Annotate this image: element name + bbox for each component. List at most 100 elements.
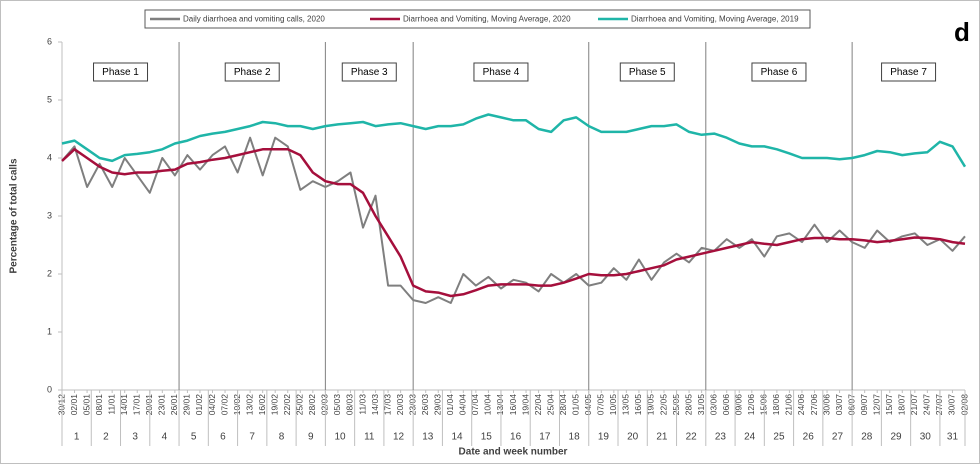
week-label: 12	[393, 432, 405, 443]
x-tick-label: 29/01	[182, 394, 192, 416]
x-tick-label: 22/04	[533, 394, 543, 416]
phase-label: Phase 1	[102, 67, 139, 78]
week-label: 5	[191, 432, 197, 443]
y-tick-label: 4	[47, 152, 52, 162]
x-tick-label: 25/04	[545, 394, 555, 416]
week-label: 2	[103, 432, 109, 443]
y-tick-label: 3	[47, 210, 52, 220]
x-tick-label: 24/07	[922, 394, 932, 416]
x-tick-label: 07/04	[470, 394, 480, 416]
series-line	[61, 148, 966, 298]
week-label: 13	[422, 432, 434, 443]
week-label: 29	[890, 432, 902, 443]
x-tick-label: 23/01	[157, 394, 167, 416]
x-tick-label: 14/03	[370, 394, 380, 416]
x-tick-label: 13/04	[495, 394, 505, 416]
x-tick-label: 01/04	[445, 394, 455, 416]
x-tick-label: 16/05	[633, 394, 643, 416]
legend-label: Diarrhoea and Vomiting, Moving Average, …	[631, 15, 799, 24]
phase-label: Phase 6	[761, 67, 798, 78]
x-tick-label: 26/01	[169, 394, 179, 416]
week-label: 25	[773, 432, 785, 443]
week-label: 6	[220, 432, 226, 443]
x-tick-label: 09/06	[734, 394, 744, 416]
x-tick-label: 01/05	[570, 394, 580, 416]
x-tick-label: 23/03	[407, 394, 417, 416]
x-tick-label: 22/05	[658, 394, 668, 416]
phase-box	[619, 62, 675, 82]
x-tick-label: 09/07	[859, 394, 869, 416]
legend-box	[144, 9, 811, 29]
week-label: 28	[861, 432, 873, 443]
week-label: 21	[656, 432, 668, 443]
week-label: 18	[569, 432, 581, 443]
x-tick-label: 04/05	[583, 394, 593, 416]
phase-label: Phase 4	[483, 67, 520, 78]
week-label: 15	[481, 432, 493, 443]
x-tick-label: 30/12	[56, 394, 66, 416]
x-tick-label: 20/03	[395, 394, 405, 416]
x-tick-label: 16/02	[257, 394, 267, 416]
week-label: 20	[627, 432, 639, 443]
x-tick-label: 14/01	[119, 394, 129, 416]
x-tick-label: 11/03	[357, 394, 367, 415]
x-tick-label: 15/06	[759, 394, 769, 416]
phase-label: Phase 3	[351, 67, 388, 78]
x-tick-label: 01/02	[194, 394, 204, 416]
x-tick-label: 29/03	[433, 394, 443, 416]
x-tick-label: 18/06	[771, 394, 781, 416]
week-label: 10	[334, 432, 346, 443]
week-label: 17	[539, 432, 551, 443]
x-tick-label: 26/03	[420, 394, 430, 416]
x-tick-label: 02/01	[69, 394, 79, 416]
x-tick-label: 10/05	[608, 394, 618, 416]
x-tick-label: 03/07	[834, 394, 844, 416]
phase-box	[224, 62, 280, 82]
series-line	[61, 136, 966, 304]
x-tick-label: 16/04	[508, 394, 518, 416]
x-tick-label: 28/02	[307, 394, 317, 416]
week-label: 9	[308, 432, 314, 443]
x-tick-label: 25/02	[295, 394, 305, 416]
x-tick-label: 02/08	[959, 394, 969, 416]
x-tick-label: 30/07	[947, 394, 957, 416]
phase-box	[751, 62, 807, 82]
week-label: 3	[132, 432, 138, 443]
x-tick-label: 21/07	[909, 394, 919, 416]
week-label: 22	[686, 432, 698, 443]
x-tick-label: 20/01	[144, 394, 154, 416]
x-tick-label: 24/06	[796, 394, 806, 416]
phase-box	[93, 62, 149, 82]
week-label: 27	[832, 432, 844, 443]
x-tick-label: 18/07	[897, 394, 907, 416]
week-label: 7	[249, 432, 255, 443]
x-tick-label: 19/02	[269, 394, 279, 416]
x-tick-label: 05/03	[332, 394, 342, 416]
legend-label: Diarrhoea and Vomiting, Moving Average, …	[403, 15, 571, 24]
x-tick-label: 06/07	[846, 394, 856, 416]
week-label: 11	[364, 432, 375, 443]
panel-label: d	[954, 17, 970, 47]
x-tick-label: 10/04	[483, 394, 493, 416]
y-tick-label: 0	[47, 384, 52, 394]
week-label: 16	[510, 432, 522, 443]
y-tick-label: 6	[47, 36, 52, 46]
phase-box	[473, 62, 529, 82]
x-tick-label: 03/06	[708, 394, 718, 416]
y-tick-label: 5	[47, 94, 52, 104]
phase-box	[341, 62, 397, 82]
x-tick-label: 08/01	[94, 394, 104, 416]
x-tick-label: 10/02	[232, 394, 242, 416]
week-label: 14	[452, 432, 464, 443]
x-tick-label: 02/03	[320, 394, 330, 416]
x-tick-label: 25/05	[671, 394, 681, 416]
x-tick-label: 07/02	[219, 394, 229, 416]
x-tick-label: 07/05	[596, 394, 606, 416]
phase-box	[881, 62, 937, 82]
legend-label: Daily diarrhoea and vomiting calls, 2020	[183, 15, 325, 24]
week-label: 24	[744, 432, 756, 443]
x-tick-label: 12/06	[746, 394, 756, 416]
x-tick-label: 27/06	[809, 394, 819, 416]
x-tick-label: 17/03	[382, 394, 392, 416]
